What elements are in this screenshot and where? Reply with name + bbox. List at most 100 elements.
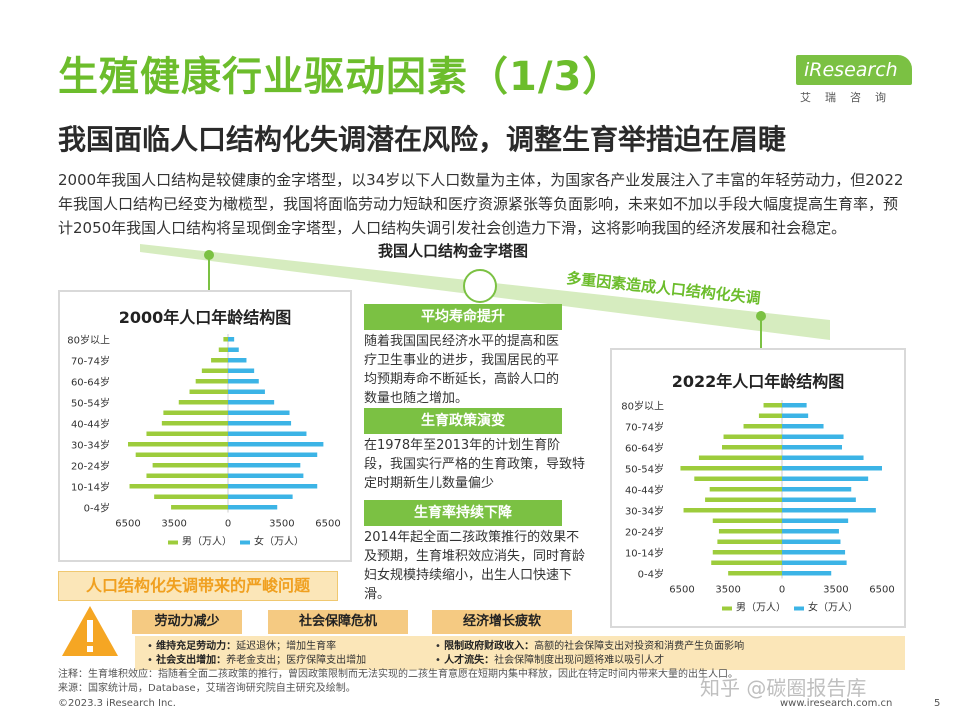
x-tick-label: 6500 bbox=[669, 585, 694, 596]
bar-male-50-54岁 bbox=[178, 400, 228, 405]
bar-male-75-79岁 bbox=[758, 413, 782, 418]
x-tick-label: 3500 bbox=[161, 519, 186, 530]
source-line: 来源：国家统计局，Database，艾瑞咨询研究院自主研究及绘制。 bbox=[58, 683, 356, 694]
bar-female-0-4岁 bbox=[228, 505, 278, 510]
y-tick-label: 10-14岁 bbox=[71, 480, 110, 493]
bar-female-10-14岁 bbox=[228, 484, 318, 489]
problem-details: • 维持充足劳动力：延迟退休；增加生育率 • 社会支出增加：养老金支出；医疗保障… bbox=[135, 636, 905, 670]
bar-female-50-54岁 bbox=[782, 466, 882, 471]
bar-female-70-74岁 bbox=[228, 358, 247, 363]
detail-revenue: • 限制政府财政收入：高额的社会保障支出对投资和消费产生负面影响 bbox=[435, 641, 745, 652]
trend-circle-center bbox=[463, 269, 497, 303]
x-tick-label: 6500 bbox=[869, 585, 894, 596]
bar-male-65-69岁 bbox=[723, 434, 782, 439]
bar-female-0-4岁 bbox=[782, 571, 832, 576]
bar-female-15-19岁 bbox=[228, 473, 304, 478]
factor-block-1: 平均寿命提升 随着我国国民经济水平的提高和医疗卫生事业的进步，我国居民的平均预期… bbox=[364, 304, 562, 408]
bar-male-20-24岁 bbox=[152, 463, 228, 468]
x-tick-label: 3500 bbox=[715, 585, 740, 596]
warning-icon bbox=[62, 606, 118, 656]
factor-block-3: 生育率持续下降 2014年起全面二孩政策推行的效果不及预期，生育堆积效应消失，同… bbox=[364, 500, 586, 604]
bar-female-65-69岁 bbox=[782, 434, 844, 439]
chart-2022-title: 2022年人口年龄结构图 bbox=[671, 372, 845, 391]
bar-male-35-39岁 bbox=[705, 497, 782, 502]
chart-2000-title: 2000年人口年龄结构图 bbox=[118, 308, 292, 327]
bar-male-5-9岁 bbox=[154, 494, 228, 499]
x-tick-label: 6500 bbox=[115, 519, 140, 530]
note-line: 注释：生育堆积效应：指随着全面二孩政策的推行，曾因政策限制而无法实现的二孩生育意… bbox=[58, 669, 738, 680]
bar-male-15-19岁 bbox=[146, 473, 228, 478]
factor-tag-lifespan: 平均寿命提升 bbox=[364, 304, 562, 330]
y-tick-label: 20-24岁 bbox=[71, 459, 110, 472]
bar-female-5-9岁 bbox=[228, 494, 293, 499]
bar-male-0-4岁 bbox=[171, 505, 228, 510]
bar-male-30-34岁 bbox=[128, 442, 228, 447]
bar-female-80岁以上 bbox=[228, 337, 235, 342]
problem-labor: 劳动力减少 bbox=[132, 610, 242, 634]
x-tick-label: 6500 bbox=[315, 519, 340, 530]
bar-male-65-69岁 bbox=[201, 368, 228, 373]
bar-male-35-39岁 bbox=[146, 431, 228, 436]
bar-female-55-59岁 bbox=[228, 389, 265, 394]
y-tick-label: 80岁以上 bbox=[621, 399, 664, 412]
panel-2000-pyramid: 2000年人口年龄结构图 80岁以上 70-74岁 60-64岁 50-54岁 40-4… bbox=[58, 290, 352, 562]
bar-female-25-29岁 bbox=[782, 518, 849, 523]
bar-male-45-49岁 bbox=[163, 410, 228, 415]
bar-male-30-34岁 bbox=[683, 508, 782, 513]
page-title: 生殖健康行业驱动因素（1/3） bbox=[58, 54, 624, 100]
bar-male-15-19岁 bbox=[717, 539, 782, 544]
bar-male-10-14岁 bbox=[129, 484, 228, 489]
y-tick-label: 30-34岁 bbox=[71, 438, 110, 451]
bar-male-70-74岁 bbox=[211, 358, 228, 363]
bar-female-75-79岁 bbox=[228, 347, 239, 352]
detail-labor: • 维持充足劳动力：延迟退休；增加生育率 bbox=[147, 641, 337, 652]
x-tick-label: 0 bbox=[779, 585, 785, 596]
y-tick-label: 40-44岁 bbox=[625, 483, 664, 496]
bar-male-0-4岁 bbox=[728, 571, 782, 576]
page-number: 5 bbox=[934, 698, 941, 709]
x-tick-label: 3500 bbox=[269, 519, 294, 530]
y-tick-label: 70-74岁 bbox=[625, 420, 664, 433]
legend-male-label: 男（万人） bbox=[736, 602, 786, 614]
bar-male-50-54岁 bbox=[680, 466, 782, 471]
bar-female-40-44岁 bbox=[782, 487, 852, 492]
y-tick-label: 50-54岁 bbox=[71, 396, 110, 409]
bar-male-10-14岁 bbox=[712, 550, 782, 555]
y-tick-label: 0-4岁 bbox=[84, 501, 110, 514]
bar-male-40-44岁 bbox=[709, 487, 782, 492]
bar-female-35-39岁 bbox=[228, 431, 307, 436]
x-tick-label: 3500 bbox=[823, 585, 848, 596]
detail-talent: • 人才流失：社会保障制度出现问题将难以吸引人才 bbox=[435, 655, 665, 666]
y-tick-label: 10-14岁 bbox=[625, 546, 664, 559]
bar-male-40-44岁 bbox=[161, 421, 228, 426]
y-tick-label: 50-54岁 bbox=[625, 462, 664, 475]
bar-male-70-74岁 bbox=[743, 424, 782, 429]
problem-social-security: 社会保障危机 bbox=[268, 610, 408, 634]
legend-female-label: 女（万人） bbox=[254, 535, 304, 548]
chart-2000-svg: 80岁以上 70-74岁 60-64岁 50-54岁 40-44岁 30-34岁 20-24… bbox=[67, 333, 340, 548]
legend-female-swatch bbox=[794, 606, 804, 611]
factor-text-fertility: 2014年起全面二孩政策推行的效果不及预期，生育堆积效应消失，同时育龄妇女规模持… bbox=[364, 530, 586, 602]
intro-paragraph: 2000年我国人口结构是较健康的金字塔型，以34岁以下人口数量为主体，为国家各产… bbox=[58, 171, 904, 237]
logo-brand: iResearch bbox=[796, 55, 912, 85]
legend-male-label: 男（万人） bbox=[182, 536, 232, 548]
bar-female-55-59岁 bbox=[782, 455, 864, 460]
bar-male-80岁以上 bbox=[763, 403, 782, 408]
watermark: 知乎 @碳圈报告库 bbox=[700, 676, 867, 700]
bar-female-65-69岁 bbox=[228, 368, 255, 373]
bar-female-45-49岁 bbox=[782, 476, 869, 481]
factor-text-policy: 在1978年至2013年的计划生育阶段，我国实行严格的生育政策，导致特定时期新生… bbox=[364, 438, 586, 491]
bar-male-80岁以上 bbox=[223, 337, 228, 342]
iresearch-logo: iResearch 艾瑞咨询 bbox=[796, 55, 912, 104]
bar-male-20-24岁 bbox=[718, 529, 782, 534]
copyright: ©2023.3 iResearch Inc. bbox=[58, 698, 176, 709]
page-subtitle: 我国面临人口结构化失调潜在风险，调整生育举措迫在眉睫 bbox=[58, 123, 787, 156]
y-tick-label: 30-34岁 bbox=[625, 504, 664, 517]
y-tick-label: 20-24岁 bbox=[625, 525, 664, 538]
bar-female-25-29岁 bbox=[228, 452, 318, 457]
bar-male-55-59岁 bbox=[189, 389, 228, 394]
y-tick-label: 40-44岁 bbox=[71, 417, 110, 430]
logo-subtitle: 艾瑞咨询 bbox=[800, 91, 900, 104]
bar-female-50-54岁 bbox=[228, 400, 275, 405]
